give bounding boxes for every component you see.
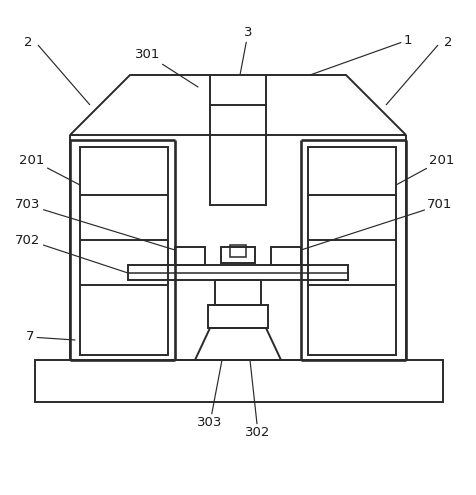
Text: 3: 3 bbox=[240, 27, 252, 75]
Bar bbox=[175, 247, 205, 265]
Text: 2: 2 bbox=[24, 37, 32, 50]
Bar bbox=[215, 280, 261, 305]
Text: 703: 703 bbox=[15, 198, 175, 250]
Text: 201: 201 bbox=[20, 153, 80, 185]
Bar bbox=[221, 247, 255, 263]
Text: 2: 2 bbox=[444, 37, 452, 50]
Text: 702: 702 bbox=[15, 234, 128, 273]
Bar bbox=[210, 105, 266, 205]
Text: 7: 7 bbox=[26, 331, 75, 344]
Bar bbox=[80, 147, 168, 355]
Text: 201: 201 bbox=[396, 153, 455, 185]
Bar bbox=[271, 247, 301, 265]
Text: 302: 302 bbox=[245, 360, 271, 440]
Text: 701: 701 bbox=[301, 198, 453, 250]
Bar bbox=[128, 265, 348, 280]
Text: 301: 301 bbox=[135, 49, 198, 87]
Bar bbox=[35, 360, 443, 402]
Text: 303: 303 bbox=[198, 360, 223, 430]
Bar bbox=[230, 245, 246, 257]
Bar bbox=[308, 147, 396, 355]
Bar bbox=[208, 305, 268, 328]
Text: 1: 1 bbox=[310, 34, 412, 75]
